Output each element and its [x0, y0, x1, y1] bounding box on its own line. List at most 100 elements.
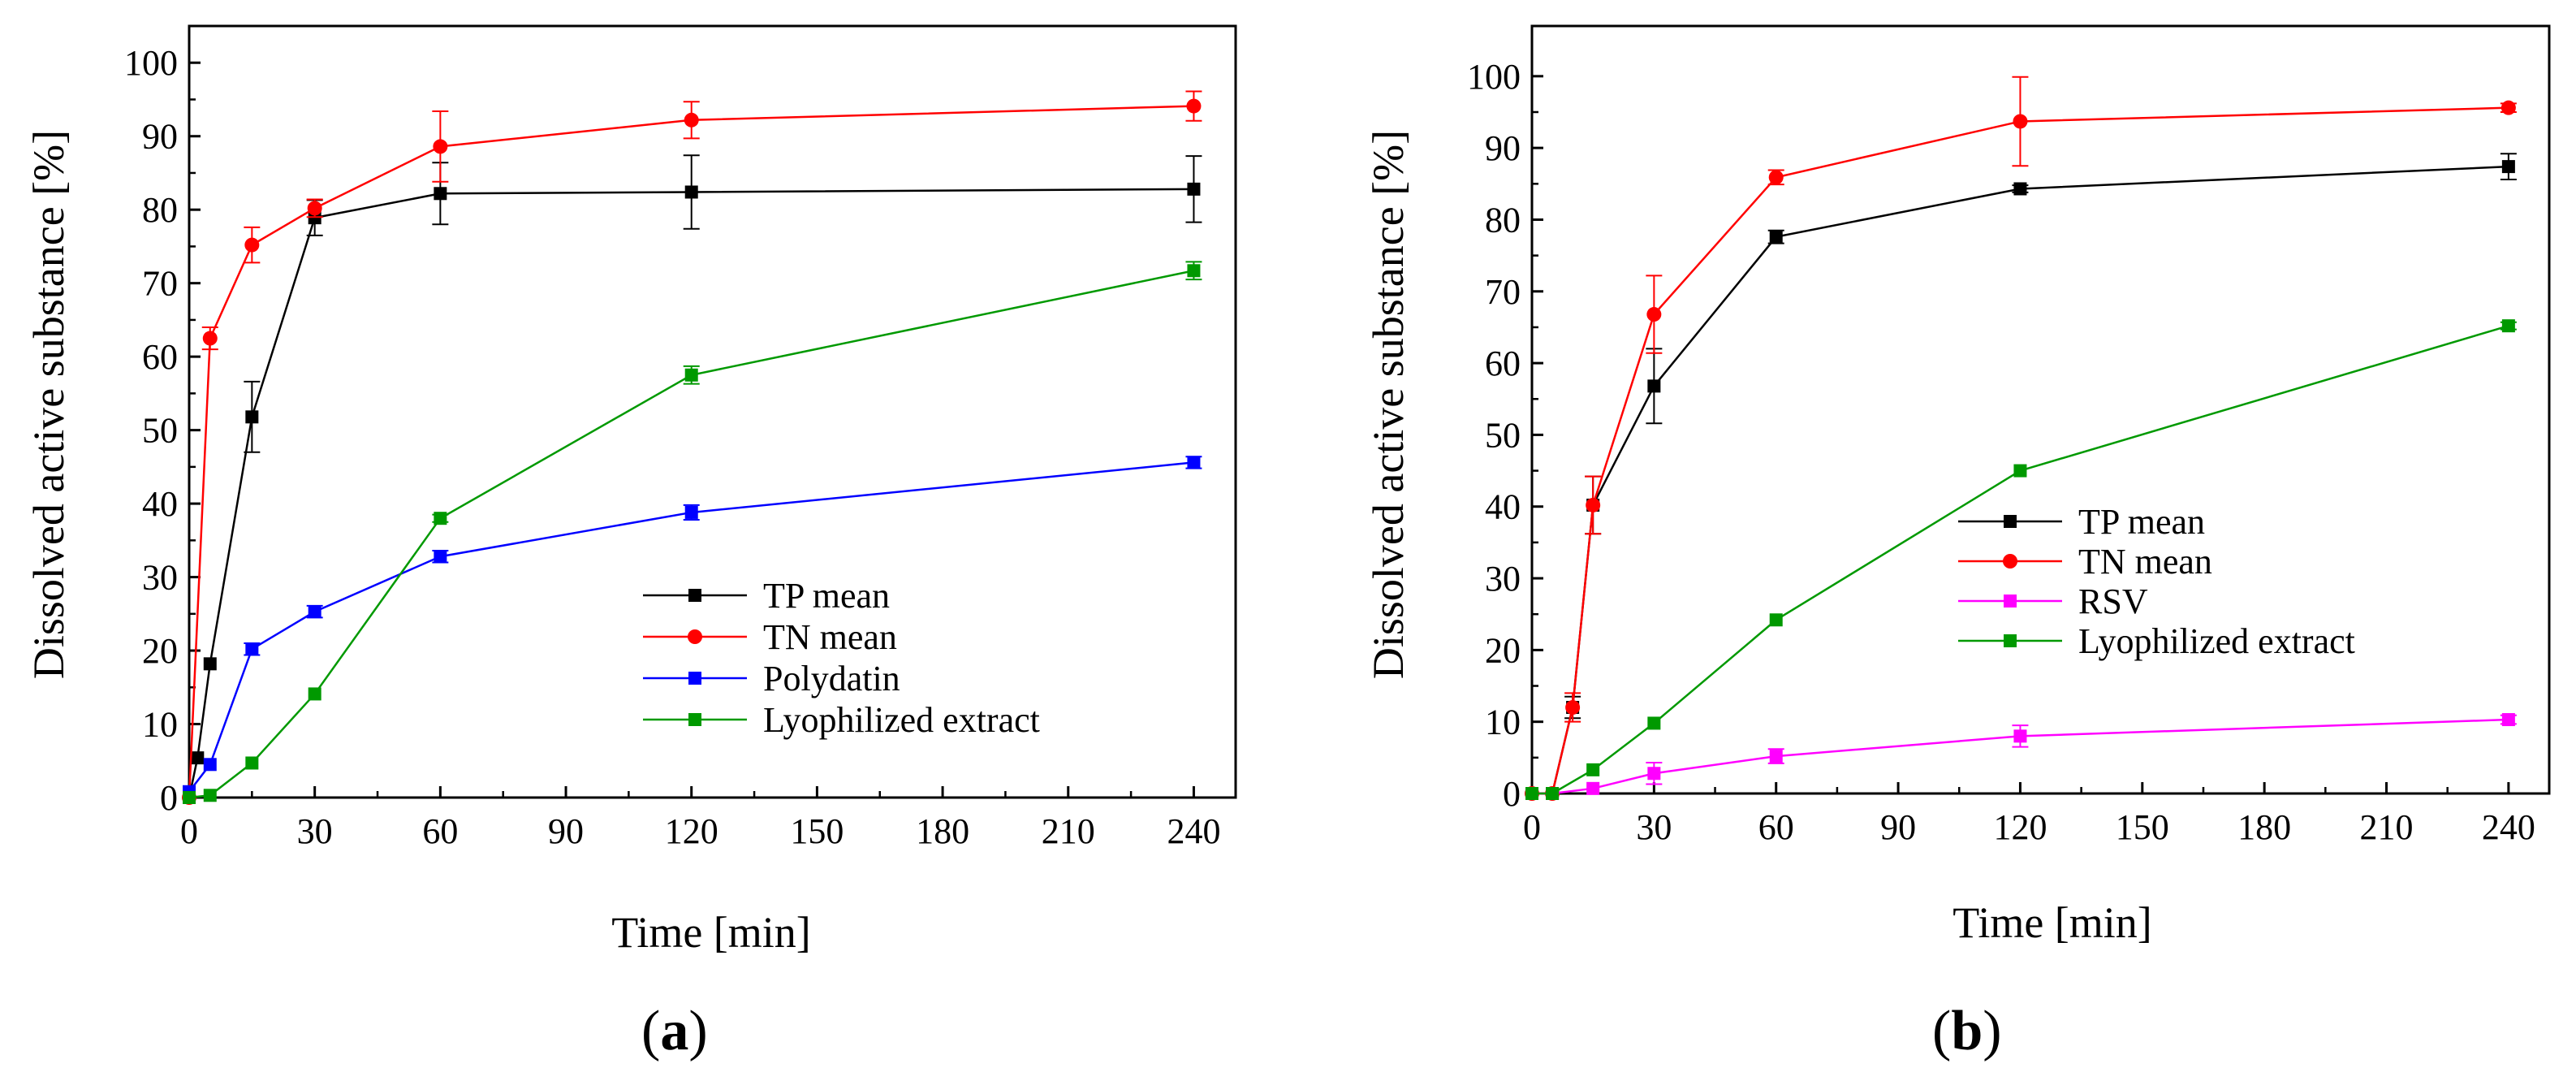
panel-a-axes: 0 30 60 90 120 150 180 210 240 0 10 20 30 40 50 60 70 80 9… — [124, 24, 1237, 851]
panel-a-series-polydatin — [183, 456, 1202, 798]
panel-b-legend-marker-tp-mean — [2004, 515, 2017, 528]
panel-a-point-polydatin — [308, 605, 321, 619]
panel-a-point-tp-mean — [191, 751, 205, 765]
panel-a-point-tp-mean — [684, 185, 698, 199]
panel-b-y-tick-label: 10 — [1485, 703, 1521, 742]
panel-b-point-tn-mean — [1768, 170, 1784, 185]
panel-a-y-tick-label: 100 — [124, 43, 178, 83]
panel-a-x-axis-title: Time [min] — [611, 908, 811, 957]
panel-a-point-lyophilized-extract — [308, 687, 321, 701]
panel-b-x-tick-label: 90 — [1880, 807, 1916, 847]
panel-a-letter: a — [660, 1000, 688, 1062]
panel-b-point-rsv — [1586, 781, 1600, 795]
panel-b-series-tn-mean — [1525, 76, 2517, 801]
panel-b-point-tp-mean — [2013, 182, 2027, 196]
panel-a-point-lyophilized-extract — [434, 512, 447, 525]
panel-a-point-tp-mean — [203, 657, 217, 671]
panel-a-series-tp-mean — [183, 154, 1202, 804]
panel-b-point-rsv — [2013, 729, 2027, 743]
panel-b-legend-label-tp-mean: TP mean — [2078, 502, 2205, 542]
panel-a-label: (a) — [641, 1000, 708, 1062]
panel-b-point-tn-mean — [1565, 700, 1581, 716]
panel-a-y-tick-label: 20 — [142, 631, 178, 671]
panel-b-plot-frame — [1530, 24, 2551, 795]
panel-b-x-axis-title: Time [min] — [1952, 898, 2152, 947]
panel-a-x-tick-label: 120 — [665, 811, 718, 851]
panel-b-y-axis-title: Dissolved active substance [%] — [1364, 130, 1413, 679]
panel-b-y-tick-label: 20 — [1485, 630, 1521, 670]
panel-b-y-tick-label: 90 — [1485, 128, 1521, 168]
panel-a-point-polydatin — [684, 505, 698, 519]
panel-b-series — [1525, 76, 2517, 801]
panel-a-point-tp-mean — [245, 410, 259, 424]
panel-a-legend-marker-tn-mean — [688, 629, 702, 644]
panel-a-y-tick-label: 40 — [142, 484, 178, 524]
panel-a-plot-frame — [188, 24, 1237, 799]
panel-b-point-lyophilized-extract — [1546, 787, 1560, 800]
panel-a-point-tn-mean — [684, 112, 699, 128]
panel-b-x-tick-label: 60 — [1758, 807, 1794, 847]
panel-a-y-tick-label: 80 — [142, 190, 178, 230]
panel-a-point-polydatin — [1187, 456, 1201, 469]
panel-a-point-tn-mean — [1186, 98, 1202, 114]
panel-a-point-tp-mean — [434, 187, 447, 201]
panel-a-x-tick-label: 150 — [790, 811, 844, 851]
panel-a-legend-marker-lyophilized-extract — [688, 713, 701, 726]
panel-a-point-polydatin — [245, 642, 259, 656]
panel-b-letter: b — [1951, 1000, 1983, 1062]
panel-b-point-lyophilized-extract — [1647, 716, 1661, 730]
panel-a-point-polydatin — [434, 550, 447, 564]
panel-b-point-lyophilized-extract — [1586, 763, 1600, 776]
panel-a-x-tick-label: 180 — [916, 811, 969, 851]
panel-b-legend-label-lyophilized-extract: Lyophilized extract — [2078, 621, 2355, 661]
panel-a-y-tick-label: 50 — [142, 411, 178, 451]
panel-b-point-tp-mean — [1647, 379, 1661, 393]
panel-a-point-lyophilized-extract — [203, 789, 217, 802]
panel-b-y-tick-label: 70 — [1485, 272, 1521, 312]
panel-a-y-axis-title: Dissolved active substance [%] — [24, 130, 73, 679]
panel-a-legend-label-polydatin: Polydatin — [763, 659, 900, 698]
panel-b-legend-label-rsv: RSV — [2078, 582, 2148, 621]
panel-b-x-tick-label: 210 — [2360, 807, 2414, 847]
panel-a-point-tn-mean — [202, 331, 218, 346]
panel-a-x-tick-label: 0 — [180, 811, 198, 851]
panel-b-y-tick-label: 80 — [1485, 200, 1521, 240]
panel-b-x-tick-label: 0 — [1523, 807, 1541, 847]
panel-b-y-tick-label: 50 — [1485, 415, 1521, 455]
panel-b-legend-label-tn-mean: TN mean — [2078, 542, 2212, 582]
panel-a-point-lyophilized-extract — [684, 368, 698, 382]
panel-a-x-tick-label: 240 — [1167, 811, 1220, 851]
panel-b-point-tp-mean — [1769, 230, 1783, 244]
panel-b-x-tick-label: 180 — [2237, 807, 2291, 847]
panel-a-point-lyophilized-extract — [183, 791, 196, 804]
panel-b-y-tick-label: 0 — [1503, 774, 1521, 814]
panel-b-point-rsv — [1769, 750, 1783, 763]
panel-a-y-tick-label: 0 — [160, 778, 178, 818]
panel-a-x-tick-label: 90 — [548, 811, 584, 851]
panel-b-y-tick-label: 30 — [1485, 559, 1521, 599]
panel-b-y-tick-label: 100 — [1467, 57, 1521, 97]
panel-b-point-lyophilized-extract — [2501, 319, 2515, 333]
panel-a-x-tick-label: 210 — [1042, 811, 1095, 851]
panel-b-legend-marker-rsv — [2004, 595, 2017, 608]
panel-b-point-tn-mean — [2013, 114, 2028, 129]
panel-b-chart: 0 30 60 90 120 150 180 210 240 0 10 20 30 40 50 60 70 80 9… — [1364, 24, 2551, 1062]
panel-b-x-tick-label: 120 — [1993, 807, 2047, 847]
panel-b-point-tn-mean — [1646, 307, 1662, 322]
panel-a-legend-label-tp-mean: TP mean — [763, 576, 890, 616]
panel-a-x-tick-label: 60 — [422, 811, 458, 851]
panel-b-label: (b) — [1932, 1000, 2002, 1062]
panel-b-point-tn-mean — [1586, 497, 1601, 512]
panel-a-point-tn-mean — [433, 139, 448, 154]
panel-a-chart: 0 30 60 90 120 150 180 210 240 0 10 20 30 40 50 60 70 80 9… — [24, 24, 1237, 1062]
panel-a-line-tp-mean — [188, 188, 1194, 798]
panel-b-y-tick-label: 60 — [1485, 344, 1521, 383]
panel-a-legend-label-lyophilized-extract: Lyophilized extract — [763, 700, 1040, 740]
panel-a-y-tick-label: 60 — [142, 337, 178, 377]
panel-a-series-tn-mean — [182, 90, 1202, 805]
panel-a-point-tn-mean — [307, 201, 322, 216]
panel-a-point-lyophilized-extract — [245, 756, 259, 770]
panel-a-point-tn-mean — [244, 237, 260, 253]
